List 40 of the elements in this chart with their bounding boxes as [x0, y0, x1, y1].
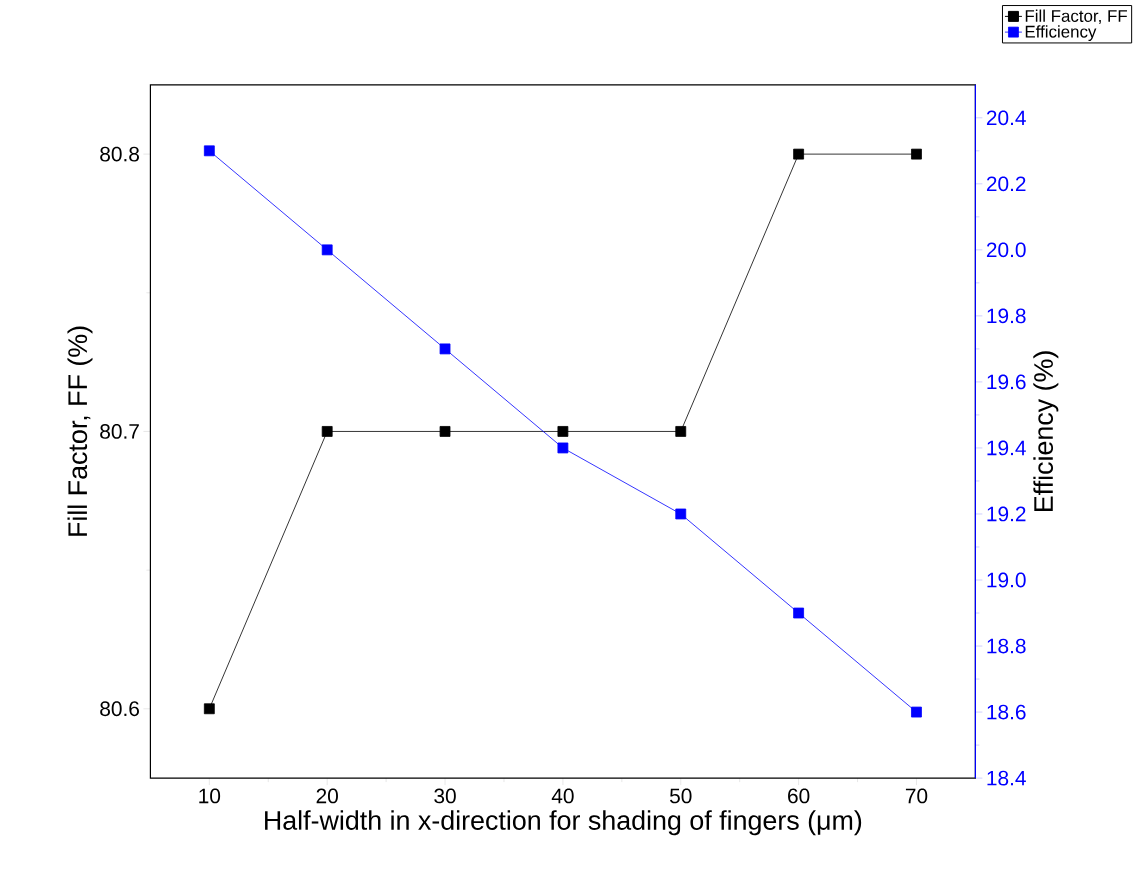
y-tick-label: 80.8 [100, 146, 139, 162]
point [911, 706, 922, 718]
point [321, 426, 333, 437]
point [439, 343, 451, 355]
x-axis-title: Half-width in x-direction for shading of fingers (μm) [265, 810, 862, 836]
y-tick-label: 80.7 [100, 424, 139, 439]
point [911, 148, 922, 160]
x-tick-label: 30 [434, 788, 456, 804]
point [203, 703, 215, 715]
y2-tick-label: 18.4 [987, 770, 1026, 786]
point [793, 148, 804, 160]
y2-tick-label: 20.0 [986, 242, 1026, 258]
y2-tick-label: 19.0 [987, 572, 1026, 588]
x-tick-label: 20 [316, 788, 338, 804]
y2-tick-label: 19.2 [987, 506, 1026, 522]
y2-tick-label: 20.4 [986, 110, 1026, 126]
y2-tick-label: 19.4 [987, 440, 1026, 456]
point [203, 145, 215, 157]
y2-tick-label: 19.6 [987, 374, 1026, 390]
y2-tick-label: 18.6 [987, 704, 1026, 720]
legend-label: Efficiency [1025, 25, 1097, 42]
point [675, 508, 687, 520]
x-tick-label: 10 [199, 788, 221, 804]
x-tick-label: 60 [788, 788, 810, 804]
point [675, 426, 687, 437]
x-tick-label: 40 [551, 788, 574, 804]
point [439, 426, 451, 437]
point [321, 244, 333, 256]
y-axis-title: Fill Factor, FF (%) [67, 326, 93, 536]
x-tick-label: 50 [669, 788, 692, 804]
y2-tick-label: 18.8 [987, 638, 1026, 654]
point [793, 607, 804, 619]
y2-axis-title: Efficiency (%) [1033, 351, 1059, 512]
y2-tick-label: 19.8 [987, 308, 1026, 324]
legend-label: Fill Factor, FF [1025, 9, 1127, 25]
point [557, 426, 569, 437]
y2-tick-label: 20.2 [986, 176, 1026, 192]
point [557, 442, 569, 454]
x-tick-label: 70 [905, 788, 928, 804]
y-tick-label: 80.6 [100, 701, 139, 717]
